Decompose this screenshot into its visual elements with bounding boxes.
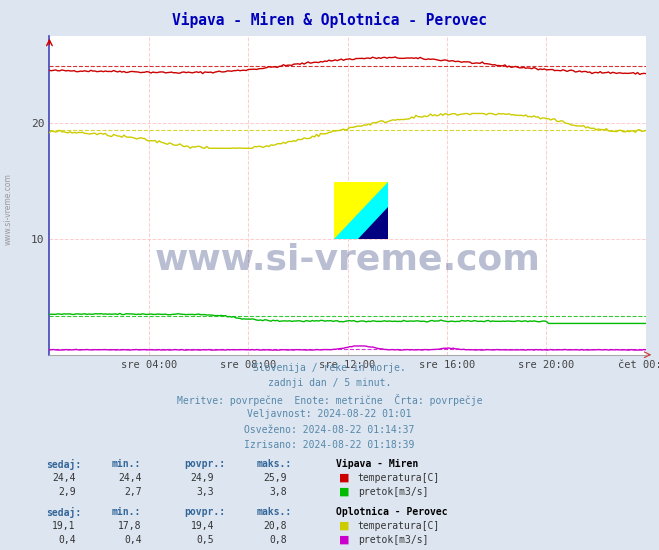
Text: povpr.:: povpr.: [185, 459, 225, 469]
Text: 25,9: 25,9 [263, 473, 287, 483]
Text: 2,7: 2,7 [124, 487, 142, 497]
Text: 0,4: 0,4 [58, 535, 76, 545]
Text: sedaj:: sedaj: [46, 459, 81, 470]
Text: 20,8: 20,8 [263, 521, 287, 531]
Text: sedaj:: sedaj: [46, 507, 81, 519]
Text: 2,9: 2,9 [58, 487, 76, 497]
Text: min.:: min.: [112, 459, 142, 469]
Text: ■: ■ [339, 535, 350, 545]
Text: Izrisano: 2024-08-22 01:18:39: Izrisano: 2024-08-22 01:18:39 [244, 440, 415, 450]
Text: Slovenija / reke in morje.: Slovenija / reke in morje. [253, 363, 406, 373]
Text: pretok[m3/s]: pretok[m3/s] [358, 535, 428, 545]
Text: www.si-vreme.com: www.si-vreme.com [3, 173, 13, 245]
Text: maks.:: maks.: [257, 507, 292, 518]
Text: ■: ■ [339, 487, 350, 497]
Polygon shape [334, 182, 387, 239]
Text: pretok[m3/s]: pretok[m3/s] [358, 487, 428, 497]
Text: 19,1: 19,1 [52, 521, 76, 531]
Text: www.si-vreme.com: www.si-vreme.com [155, 242, 540, 276]
Text: Veljavnost: 2024-08-22 01:01: Veljavnost: 2024-08-22 01:01 [247, 409, 412, 419]
Text: ■: ■ [339, 521, 350, 531]
Polygon shape [358, 207, 387, 239]
Text: 0,4: 0,4 [124, 535, 142, 545]
Text: zadnji dan / 5 minut.: zadnji dan / 5 minut. [268, 378, 391, 388]
Text: maks.:: maks.: [257, 459, 292, 469]
Text: Meritve: povrpečne  Enote: metrične  Črta: povrpečje: Meritve: povrpečne Enote: metrične Črta:… [177, 394, 482, 406]
Text: Vipava - Miren & Oplotnica - Perovec: Vipava - Miren & Oplotnica - Perovec [172, 12, 487, 29]
Text: ■: ■ [339, 473, 350, 483]
Text: Vipava - Miren: Vipava - Miren [336, 459, 418, 469]
Text: min.:: min.: [112, 507, 142, 518]
Text: 0,8: 0,8 [269, 535, 287, 545]
Text: 0,5: 0,5 [196, 535, 214, 545]
Text: 17,8: 17,8 [118, 521, 142, 531]
Text: povpr.:: povpr.: [185, 507, 225, 518]
Text: temperatura[C]: temperatura[C] [358, 521, 440, 531]
Text: 24,4: 24,4 [52, 473, 76, 483]
Text: 24,4: 24,4 [118, 473, 142, 483]
Text: Osveženo: 2024-08-22 01:14:37: Osveženo: 2024-08-22 01:14:37 [244, 425, 415, 435]
Text: 3,8: 3,8 [269, 487, 287, 497]
Text: 3,3: 3,3 [196, 487, 214, 497]
Text: temperatura[C]: temperatura[C] [358, 473, 440, 483]
Text: Oplotnica - Perovec: Oplotnica - Perovec [336, 507, 447, 518]
Text: 19,4: 19,4 [190, 521, 214, 531]
Text: 24,9: 24,9 [190, 473, 214, 483]
